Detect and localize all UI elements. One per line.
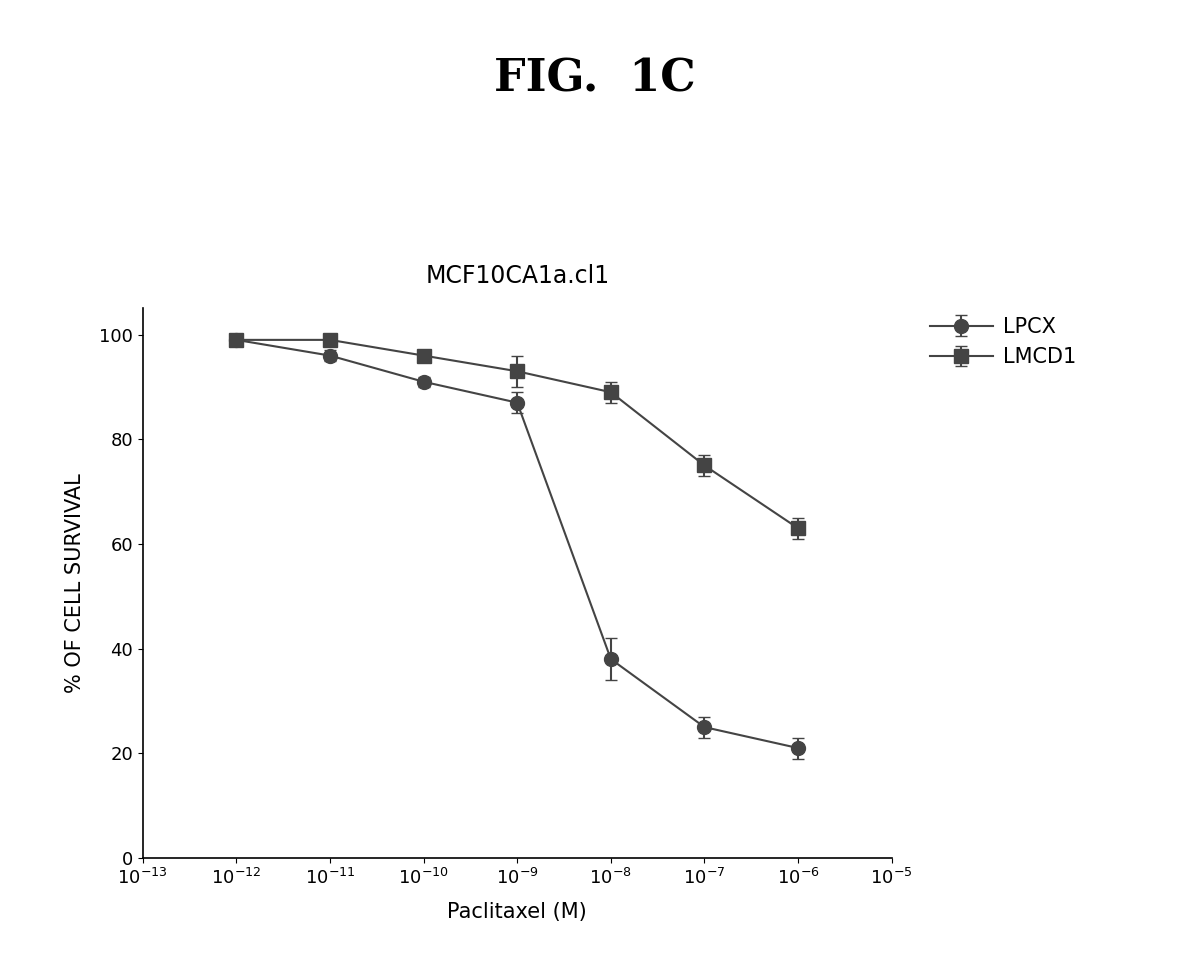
Title: MCF10CA1a.cl1: MCF10CA1a.cl1 xyxy=(426,264,609,288)
Legend: LPCX, LMCD1: LPCX, LMCD1 xyxy=(921,308,1084,376)
Text: FIG.  1C: FIG. 1C xyxy=(493,58,696,101)
X-axis label: Paclitaxel (M): Paclitaxel (M) xyxy=(447,901,587,922)
Y-axis label: % OF CELL SURVIVAL: % OF CELL SURVIVAL xyxy=(65,473,86,693)
